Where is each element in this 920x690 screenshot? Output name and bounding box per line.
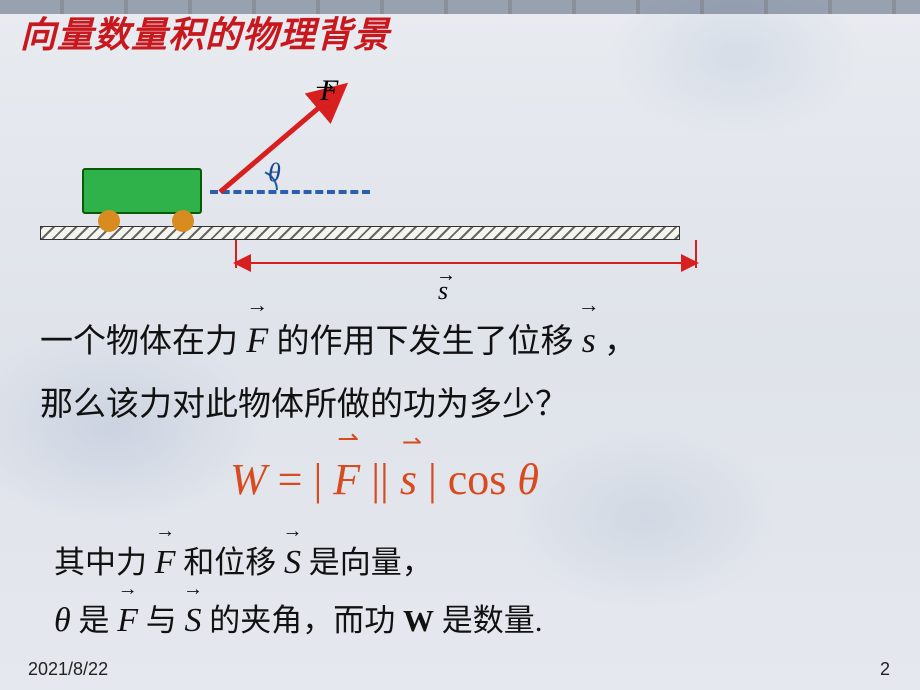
footer-page-number: 2 bbox=[880, 659, 890, 680]
variable-s: s bbox=[582, 306, 596, 374]
abs-bar: | bbox=[428, 455, 437, 504]
displacement-vector bbox=[235, 248, 697, 288]
text-fragment: 那么该力对此物体所做的功为多少？ bbox=[40, 387, 568, 423]
problem-text: 一个物体在力 F 的作用下发生了位移 s ， 那么该力对此物体所做的功为多少？ bbox=[40, 306, 880, 437]
footer-date: 2021/8/22 bbox=[28, 659, 108, 680]
variable-F: F bbox=[246, 306, 268, 374]
work-formula: W = | F || s | cos θ bbox=[230, 454, 539, 505]
vector-shaft bbox=[235, 262, 697, 264]
variable-S: S bbox=[284, 534, 301, 592]
ground-surface bbox=[40, 226, 680, 240]
force-vector bbox=[202, 70, 382, 210]
force-label: F bbox=[320, 74, 338, 108]
variable-F: F bbox=[117, 592, 138, 650]
equals-sign: = bbox=[278, 455, 314, 504]
cos-fn: cos bbox=[448, 455, 507, 504]
abs-bar: || bbox=[371, 455, 389, 504]
variable-W: W bbox=[230, 455, 267, 504]
text-fragment: 是向量， bbox=[309, 545, 433, 580]
arrowhead-icon bbox=[233, 254, 251, 272]
slide-title: 向量数量积的物理背景 bbox=[20, 6, 390, 58]
text-fragment: 的作用下发生了位移 bbox=[277, 324, 582, 360]
text-fragment: 是 bbox=[78, 603, 109, 638]
variable-theta: θ bbox=[54, 602, 71, 639]
cart-wheel bbox=[98, 210, 120, 232]
cart-wheel bbox=[172, 210, 194, 232]
text-fragment: 与 bbox=[146, 603, 185, 638]
variable-S: S bbox=[184, 592, 201, 650]
variable-F: F bbox=[155, 534, 176, 592]
cart-body bbox=[82, 168, 202, 214]
explanation-text: 其中力 F 和位移 S 是向量， θ 是 F 与 S 的夹角，而功 W 是数量. bbox=[54, 534, 894, 650]
variable-theta: θ bbox=[517, 455, 539, 504]
variable-F: F bbox=[333, 454, 360, 505]
text-fragment: 是数量. bbox=[442, 603, 543, 638]
displacement-label: s bbox=[438, 276, 448, 306]
text-fragment: 的夹角，而功 bbox=[209, 603, 403, 638]
variable-W: W bbox=[403, 603, 434, 638]
text-fragment: 一个物体在力 bbox=[40, 324, 238, 360]
arrowhead-icon bbox=[681, 254, 699, 272]
abs-bar: | bbox=[313, 455, 322, 504]
physics-diagram: θ → F → s bbox=[40, 80, 880, 300]
text-fragment: ， bbox=[604, 324, 637, 360]
variable-s: s bbox=[400, 454, 417, 505]
